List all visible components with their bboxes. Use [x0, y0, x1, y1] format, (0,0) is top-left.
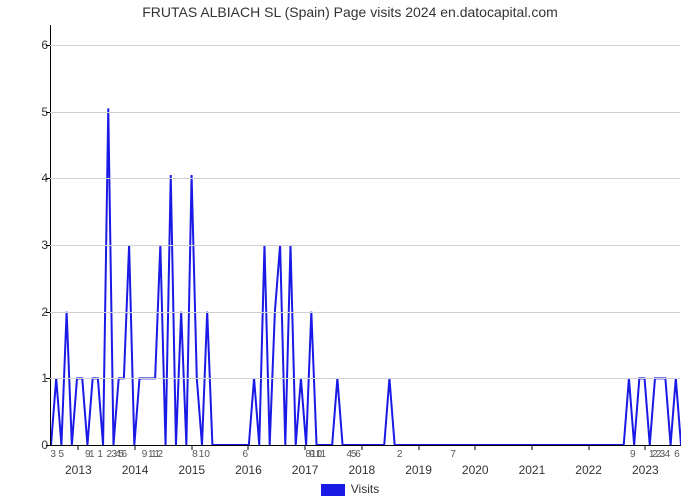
sub-tick-label: 7	[450, 449, 456, 460]
year-label: 2016	[235, 463, 262, 477]
gridline	[50, 378, 680, 379]
year-label: 2021	[519, 463, 546, 477]
year-tick	[531, 445, 532, 450]
gridline	[50, 45, 680, 46]
y-tick-mark	[46, 445, 50, 446]
sub-tick-label: 1 1	[89, 449, 103, 460]
sub-tick-label: 6	[355, 449, 361, 460]
sub-tick-label: 8	[192, 449, 198, 460]
line-svg	[51, 25, 681, 445]
visits-line	[51, 108, 681, 445]
year-label: 2018	[348, 463, 375, 477]
legend-swatch	[321, 484, 345, 496]
year-label: 2020	[462, 463, 489, 477]
sub-tick-label: 9	[142, 449, 148, 460]
sub-tick-label: 4	[665, 449, 671, 460]
year-label: 2022	[575, 463, 602, 477]
year-label: 2015	[178, 463, 205, 477]
year-tick	[361, 445, 362, 450]
year-tick	[475, 445, 476, 450]
plot-area	[50, 25, 681, 446]
year-label: 2013	[65, 463, 92, 477]
year-label: 2019	[405, 463, 432, 477]
year-tick	[588, 445, 589, 450]
year-tick	[135, 445, 136, 450]
sub-tick-label: 6	[243, 449, 249, 460]
legend: Visits	[0, 482, 700, 496]
year-tick	[78, 445, 79, 450]
gridline	[50, 245, 680, 246]
legend-label: Visits	[351, 482, 379, 496]
sub-tick-label: 10	[199, 449, 210, 460]
sub-tick-label: 9	[630, 449, 636, 460]
gridline	[50, 112, 680, 113]
sub-tick-label: 5	[59, 449, 65, 460]
year-label: 2014	[122, 463, 149, 477]
chart-container: FRUTAS ALBIACH SL (Spain) Page visits 20…	[0, 0, 700, 500]
sub-tick-label: 6	[674, 449, 680, 460]
gridline	[50, 312, 680, 313]
year-tick	[645, 445, 646, 450]
sub-tick-label: 6	[122, 449, 128, 460]
year-tick	[418, 445, 419, 450]
sub-tick-label: 2	[397, 449, 403, 460]
chart-title: FRUTAS ALBIACH SL (Spain) Page visits 20…	[0, 4, 700, 20]
gridline	[50, 178, 680, 179]
sub-tick-label: 11	[316, 449, 326, 460]
sub-tick-label: 2	[157, 449, 163, 460]
year-label: 2023	[632, 463, 659, 477]
year-label: 2017	[292, 463, 319, 477]
sub-tick-label: 3	[50, 449, 56, 460]
